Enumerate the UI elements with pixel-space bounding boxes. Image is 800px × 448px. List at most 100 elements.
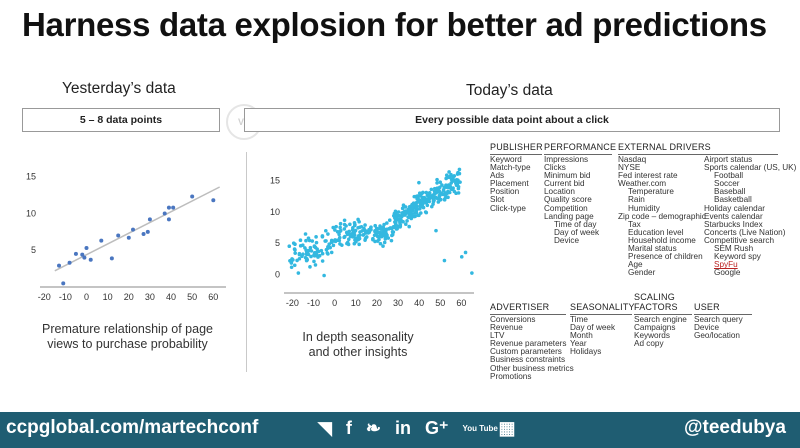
list-item: Quality score (544, 195, 592, 205)
data-point (298, 238, 303, 243)
x-tick-label: 60 (208, 292, 218, 302)
data-point (427, 191, 432, 195)
data-point (309, 249, 314, 253)
list-item: Clicks (544, 163, 566, 173)
data-point (305, 258, 310, 262)
data-point (287, 244, 292, 249)
list-item: Starbucks Index (704, 219, 763, 229)
data-point (337, 235, 342, 240)
publisher-rule (490, 154, 542, 155)
data-point (314, 235, 318, 239)
data-point (316, 255, 320, 259)
data-point (80, 252, 85, 257)
data-point (442, 197, 447, 202)
data-point (410, 213, 414, 218)
scaling-factors-rule (634, 314, 692, 315)
list-item: Match-type (490, 163, 531, 173)
performance-rule (544, 154, 612, 155)
data-point (449, 172, 453, 177)
data-point (298, 244, 303, 248)
advertiser-group: ADVERTISER Conversions Revenue LTV Revenue … (490, 302, 574, 381)
data-point (334, 224, 338, 229)
footer-website-link[interactable]: ccpglobal.com/martechconf (6, 417, 259, 438)
data-point (324, 228, 328, 233)
data-point (431, 195, 435, 199)
data-point (303, 232, 308, 236)
data-point (359, 224, 364, 229)
data-point (438, 180, 443, 185)
data-point (67, 260, 72, 265)
data-point (367, 230, 372, 235)
list-item: Presence of children (628, 252, 703, 262)
data-point (407, 224, 411, 229)
data-point (406, 215, 411, 220)
twitter-icon[interactable]: ❧ (365, 418, 381, 438)
list-item: Basketball (714, 195, 752, 205)
list-item: LTV (490, 331, 505, 341)
data-point (353, 238, 357, 242)
google-plus-icon[interactable]: G⁺ (425, 418, 449, 438)
slideshare-icon[interactable]: ▦ (498, 418, 516, 438)
data-point (451, 175, 455, 179)
data-point (456, 191, 461, 195)
data-point (357, 242, 361, 247)
user-rule (694, 314, 752, 315)
data-point (306, 236, 311, 240)
x-tick-label: 0 (332, 298, 337, 308)
seasonality-group: SEASONALITY Time Day of week Month Year Holi… (570, 302, 635, 357)
data-point (364, 235, 369, 239)
list-item: Other business metrics (490, 363, 574, 373)
data-point (84, 246, 89, 251)
data-point (414, 205, 418, 209)
data-point (409, 216, 414, 221)
facebook-icon[interactable]: f (345, 418, 352, 438)
data-point (417, 198, 421, 203)
list-item: Holidays (570, 347, 602, 357)
data-point (393, 221, 398, 226)
x-tick-label: 30 (145, 292, 155, 302)
data-point (449, 181, 453, 185)
linkedin-icon[interactable]: in (394, 418, 411, 438)
data-point (458, 180, 462, 184)
today-data-box: Every possible data point about a click (244, 108, 780, 132)
data-point (434, 228, 438, 233)
data-point (147, 217, 152, 222)
data-point (378, 232, 383, 237)
data-point (297, 251, 302, 256)
data-point (433, 195, 438, 200)
list-item: Conversions (490, 315, 536, 324)
data-point (421, 190, 425, 195)
footer-twitter-handle[interactable]: @teedubya (684, 417, 786, 438)
list-item: Fed interest rate (618, 171, 678, 181)
data-point (371, 236, 375, 241)
social-icons: ◥ f ❧ in G⁺ You Tube ▦ (318, 418, 525, 439)
data-point (297, 256, 302, 261)
data-point (463, 250, 468, 255)
list-item: Zip code – demographic (618, 211, 706, 221)
data-point (394, 227, 399, 231)
data-point (338, 225, 342, 230)
data-point (378, 241, 383, 246)
data-point (397, 217, 402, 222)
data-point (329, 250, 334, 255)
data-point (390, 232, 395, 237)
list-item: Competition (544, 203, 588, 213)
list-item: Keywords (634, 331, 670, 341)
list-item: Tax (628, 219, 641, 229)
rss-icon[interactable]: ◥ (318, 418, 332, 438)
data-point (353, 222, 357, 227)
data-point (422, 196, 426, 200)
data-point (444, 176, 448, 181)
data-point (362, 226, 366, 231)
data-point (411, 201, 416, 205)
data-point (211, 198, 216, 203)
youtube-icon[interactable]: You Tube (462, 424, 498, 434)
data-point (404, 222, 408, 226)
data-point (326, 246, 330, 250)
data-point (131, 227, 135, 232)
list-item: Landing page (544, 211, 594, 221)
data-point (310, 239, 315, 243)
publisher-group: PUBLISHER Keyword Match-type Ads Placement P… (490, 142, 543, 213)
data-point (455, 180, 460, 185)
list-item: Ad copy (634, 339, 664, 349)
